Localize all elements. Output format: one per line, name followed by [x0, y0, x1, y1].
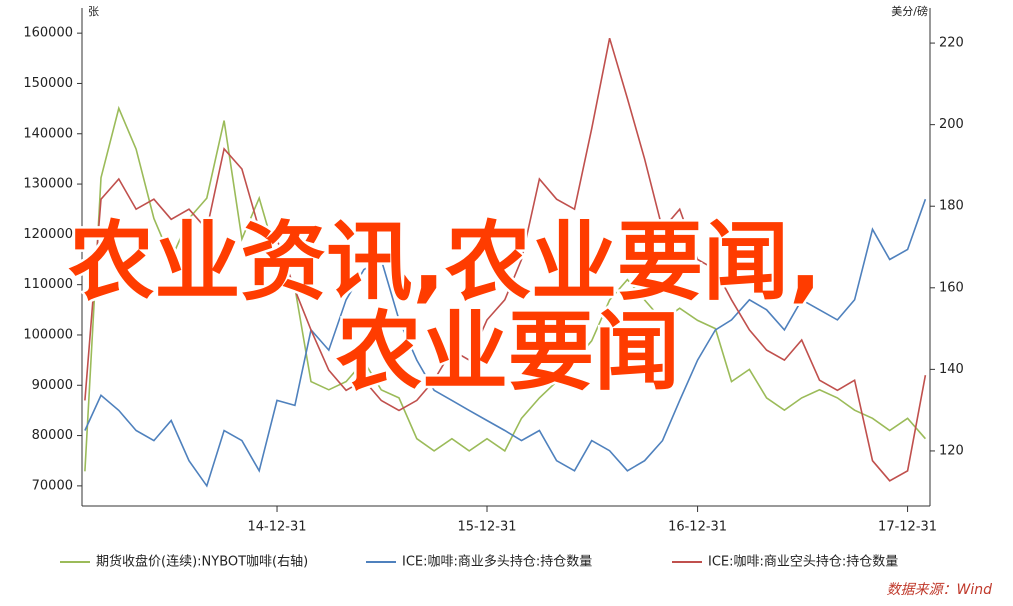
source: 数据来源：Wind [887, 582, 993, 598]
y-tick-label: 110000 [23, 277, 73, 292]
x-tick-label: 15-12-31 [458, 520, 517, 535]
y2-tick-label: 160 [939, 280, 964, 295]
watermark: 农业要闻 [336, 302, 680, 402]
y2-tick-label: 140 [939, 362, 964, 377]
legend-label: ICE:咖啡:商业多头持仓:持仓数量 [402, 554, 592, 570]
y2-tick-label: 180 [939, 199, 964, 214]
y-tick-label: 130000 [23, 177, 73, 192]
series-line [84, 105, 927, 472]
x-tick-label: 17-12-31 [878, 520, 937, 535]
y-tick-label: 160000 [23, 26, 73, 41]
x-tick-label: 14-12-31 [248, 520, 307, 535]
series-line [84, 198, 927, 488]
series-line [84, 37, 927, 482]
legend-label: ICE:咖啡:商业空头持仓:持仓数量 [708, 555, 898, 570]
y-tick-label: 80000 [32, 428, 73, 443]
y-tick-label: 100000 [23, 327, 73, 342]
watermark: 农业资讯,农业要闻, [68, 212, 821, 312]
y-tick-label: 140000 [23, 126, 73, 141]
y2-unit: 美分/磅 [891, 4, 928, 18]
y-tick-label: 150000 [23, 76, 73, 91]
y-unit: 张 [88, 5, 99, 18]
y2-tick-label: 200 [939, 117, 964, 132]
y-tick-label: 120000 [23, 227, 73, 242]
y2-tick-label: 120 [939, 443, 964, 458]
y-tick-label: 90000 [32, 378, 73, 393]
legend-label: 期货收盘价(连续):NYBOT咖啡(右轴) [96, 554, 308, 570]
y-tick-label: 70000 [32, 478, 73, 493]
y2-tick-label: 220 [939, 36, 964, 51]
x-tick-label: 16-12-31 [668, 520, 727, 535]
